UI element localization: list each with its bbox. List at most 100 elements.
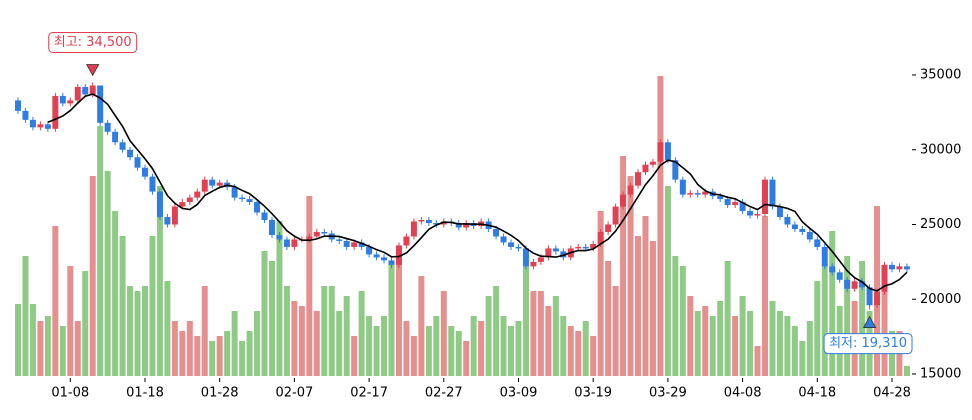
x-tick-label: 01-28 [201,386,239,401]
candle-body [239,197,246,200]
volume-bar [821,266,828,376]
volume-bar [732,316,739,376]
volume-bar [627,176,634,376]
volume-bar [776,311,783,376]
label-box [48,31,138,53]
high-marker [86,64,100,77]
volume-bar [799,341,806,376]
volume-bar [22,256,29,376]
volume-bar [859,261,866,376]
volume-bar [171,321,178,376]
candle-body [201,179,208,192]
candle-body [836,272,843,280]
x-tick-label: 02-07 [275,386,313,401]
volume-bar [724,261,731,376]
candle-body [784,217,791,225]
volume-bar [418,276,425,376]
candle-body [29,119,36,128]
volume-bar [67,266,74,376]
low-marker [862,315,877,328]
volume-bar [844,256,851,376]
volume-bar [545,306,552,376]
candle-body [537,257,544,262]
candle-body [672,160,679,180]
volume-bar [739,296,746,376]
candle-body [642,164,649,173]
candle-body [627,185,634,195]
x-tick-label: 04-28 [873,386,911,401]
volume-bar [560,316,567,376]
x-tick-label: 01-08 [51,386,89,401]
candle-body [649,161,656,165]
candle-body [127,149,134,158]
volume-bar [261,251,268,376]
candle-body [15,100,21,111]
candle-body [141,167,148,177]
candle-body [582,246,589,249]
volume-bar [246,331,253,376]
volume-bar [239,341,246,376]
volume-bar [582,321,589,376]
x-tick-label: 04-08 [724,386,762,401]
volume-bar [149,236,156,376]
candle-body [762,179,768,215]
volume-bar [231,311,238,376]
candle-body [418,220,425,222]
candle-body [888,264,895,270]
candle-body [463,223,470,228]
candle-body [747,211,754,216]
volume-bar [635,236,642,376]
candle-body [268,220,275,235]
volume-bar [97,126,104,376]
volume-bar [336,311,343,376]
candle-body [455,223,462,228]
candle-body [500,236,507,243]
candle-body [381,257,388,261]
volume-bar [709,316,716,376]
x-tick-label: 04-18 [798,386,836,401]
low-label-text: 최저: 19,310 [829,336,907,351]
volume-bar [806,321,813,376]
x-tick-label: 03-19 [574,386,612,401]
candle-body [859,281,866,288]
candle-body [679,179,686,195]
volume-bar [343,296,350,376]
volume-bar [410,336,417,376]
volume-bar [29,304,36,376]
candle-body [799,228,806,232]
volume-bar [657,76,664,376]
candle-body [291,239,298,247]
candle-body [82,86,89,95]
candle-body [896,266,903,270]
candle-body [612,206,619,225]
volume-bar [530,291,537,376]
candle-body [522,248,529,267]
high-label-text: 최고: 34,500 [54,35,132,50]
label-box [823,333,913,355]
candle-body [732,202,739,206]
candle-body [22,110,29,120]
volume-bar [664,186,671,376]
volume-bar [620,156,627,376]
volume-bar [112,211,119,376]
x-tick-label: 01-18 [126,386,164,401]
volume-bar [119,236,126,376]
volume-bar [522,266,529,376]
candle-body [806,231,813,240]
candle-body [433,223,440,225]
candle-body [104,122,111,132]
candle-body [844,279,851,289]
volume-bar [649,241,656,376]
candle-body [560,251,567,258]
volume-bar [164,281,171,376]
candle-body [321,231,328,234]
volume-bar [597,211,604,376]
candle-body [545,248,552,258]
volume-bar [769,301,776,376]
volume-bar [470,316,477,376]
volume-bar [694,311,701,376]
candle-body [358,242,365,247]
candle-body [590,243,597,249]
volume-bar [104,171,111,376]
x-tick-label: 02-17 [350,386,388,401]
